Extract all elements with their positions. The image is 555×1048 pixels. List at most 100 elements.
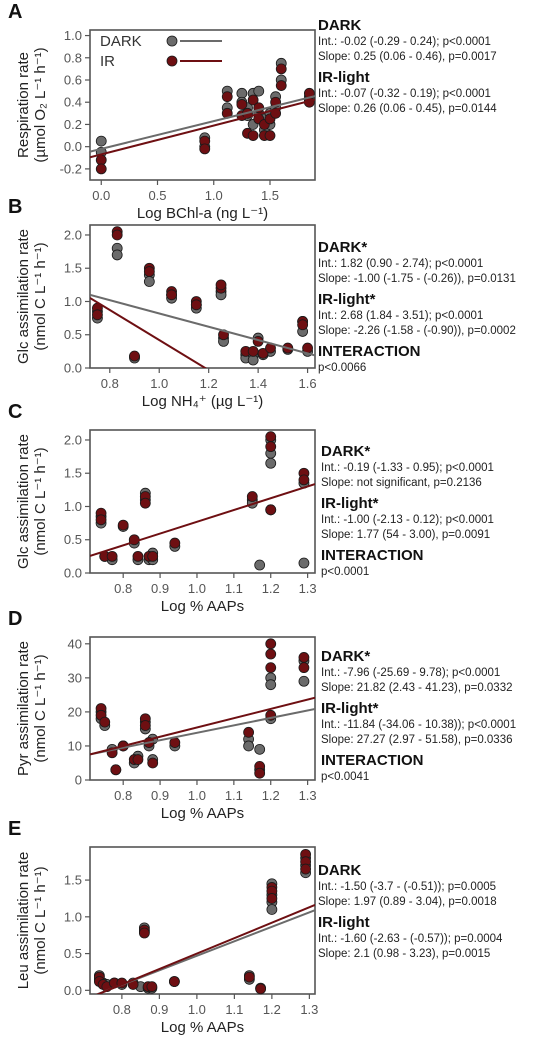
y-tick-label: 1.0 (64, 909, 82, 924)
plot-frame (89, 636, 316, 781)
y-axis-title: Pyr assimilation rate (15, 641, 32, 776)
data-point-ir (246, 491, 258, 502)
plot-frame (89, 846, 316, 995)
x-axis-title: Log % AAPs (161, 805, 244, 822)
stat-heading: IR-light* (318, 291, 376, 308)
y-axis-title: Leu assimilation rate (15, 852, 32, 990)
y-tick-label: 2.0 (64, 432, 82, 447)
x-tick-label: 1.2 (262, 788, 280, 803)
data-point-ir (247, 130, 259, 141)
fit-line-ir (96, 904, 315, 994)
stat-line: Slope: 1.97 (0.89 - 3.04), p=0.0018 (318, 896, 497, 908)
data-point-dark (298, 675, 310, 687)
stat-line: Int.: -0.07 (-0.32 - 0.19); p<0.0001 (318, 88, 491, 100)
y-tick-label: 30 (68, 670, 82, 685)
data-point-dark (143, 276, 155, 287)
data-point-ir (257, 347, 269, 359)
stat-line: Int.: -1.50 (-3.7 - (-0.51)); p=0.0005 (318, 881, 496, 893)
data-point-ir (247, 345, 259, 357)
y-tick-label: 1.5 (64, 873, 82, 888)
data-point-ir (265, 431, 277, 443)
x-tick-label: 1.3 (300, 1002, 318, 1017)
y-tick-label: 0.0 (64, 361, 82, 376)
y-axis-unit: (µmol O₂ L⁻¹ h⁻¹) (32, 47, 49, 162)
data-point-dark (265, 457, 277, 469)
data-point-ir (168, 976, 180, 987)
y-tick-label: 1.5 (64, 466, 82, 481)
x-axis-title: Log % AAPs (161, 598, 244, 615)
stat-heading: IR-light (318, 69, 370, 86)
x-tick-label: 1.2 (263, 1002, 281, 1017)
stat-line: Slope: -1.00 (-1.75 - (-0.26)), p=0.0131 (318, 273, 516, 285)
stat-line: Int.: -1.00 (-2.13 - 0.12); p<0.0001 (321, 514, 494, 526)
data-point-ir (265, 504, 277, 516)
data-point-ir (236, 99, 248, 110)
fit-line-dark (90, 95, 315, 153)
stat-heading: DARK (318, 862, 361, 879)
data-point-ir (199, 143, 211, 155)
panel-letter: B (8, 196, 22, 218)
panel-d: D 0.8 0.9 1.0 1.1 1.2 1.3 0 10 20 30 40 Log % AAPs Py… (8, 608, 516, 822)
x-tick-label: 1.2 (262, 581, 280, 596)
x-tick-label: 1.0 (205, 188, 223, 203)
plot-frame (89, 429, 316, 574)
stat-line: Int.: -0.02 (-0.29 - 0.24); p<0.0001 (318, 36, 491, 48)
data-point-ir (265, 662, 277, 674)
plot-frame (89, 224, 316, 369)
x-tick-label: 1.5 (261, 188, 279, 203)
data-point-ir (297, 319, 309, 331)
x-tick-label: 0.8 (101, 376, 119, 391)
stat-line: Slope: 2.1 (0.98 - 3.23), p=0.0015 (318, 948, 490, 960)
legend: DARK IR (100, 33, 222, 70)
data-point-ir (147, 550, 159, 562)
x-tick-label: 0.8 (114, 788, 132, 803)
y-axis-title: Glc assimilation rate (15, 229, 32, 364)
data-point-dark (266, 904, 278, 915)
stat-heading: INTERACTION (321, 752, 424, 769)
data-point-ir (132, 550, 144, 562)
fit-line-dark (90, 293, 315, 357)
data-point-ir (243, 971, 255, 983)
data-point-ir (92, 309, 103, 321)
stat-heading: DARK* (318, 239, 367, 256)
data-point-ir (275, 63, 287, 75)
x-tick-label: 0.5 (148, 188, 166, 203)
x-tick-label: 0.9 (150, 1002, 168, 1017)
y-axis-unit: (nmol C L⁻¹ h⁻¹) (32, 447, 49, 555)
y-tick-label: 0.4 (64, 95, 82, 110)
stat-line: Int.: 1.82 (0.90 - 2.74); p<0.0001 (318, 258, 483, 270)
y-tick-label: 0.6 (64, 73, 82, 88)
y-tick-label: 10 (68, 738, 82, 753)
y-tick-label: 1.0 (64, 294, 82, 309)
stat-line: p<0.0041 (321, 771, 369, 783)
data-point-ir (247, 94, 259, 106)
y-tick-label: 0.2 (64, 117, 82, 132)
stat-heading: INTERACTION (318, 343, 421, 360)
data-point-ir (221, 91, 233, 103)
x-tick-label: 1.0 (188, 581, 206, 596)
y-tick-label: 0.5 (64, 532, 82, 547)
data-point-ir (190, 299, 202, 311)
panel-c: C 0.8 0.9 1.0 1.1 1.2 1.3 0.0 0.5 1.0 1.5 2.0 Log % … (8, 401, 494, 615)
x-tick-label: 0.9 (151, 788, 169, 803)
data-point-ir (139, 497, 151, 509)
fit-line-ir (90, 98, 315, 159)
stat-line: Int.: -1.60 (-2.63 - (-0.57)); p=0.0004 (318, 933, 503, 945)
data-point-dark (95, 135, 107, 147)
fit-line-dark (90, 708, 315, 756)
data-point-ir (169, 737, 181, 748)
legend-label-ir: IR (100, 53, 115, 70)
data-point-ir (298, 474, 310, 486)
data-point-ir (254, 767, 266, 779)
data-point-dark (254, 559, 266, 571)
y-tick-label: 20 (68, 704, 82, 719)
x-tick-label: 1.0 (188, 1002, 206, 1017)
x-tick-label: 1.0 (150, 376, 168, 391)
panel-letter: C (8, 401, 22, 423)
stat-line: Slope: 21.82 (2.43 - 41.23), p=0.0332 (321, 682, 513, 694)
x-tick-label: 0.0 (92, 188, 110, 203)
y-tick-label: 0.8 (64, 50, 82, 65)
data-point-ir (215, 279, 227, 291)
data-point-ir (298, 652, 310, 663)
